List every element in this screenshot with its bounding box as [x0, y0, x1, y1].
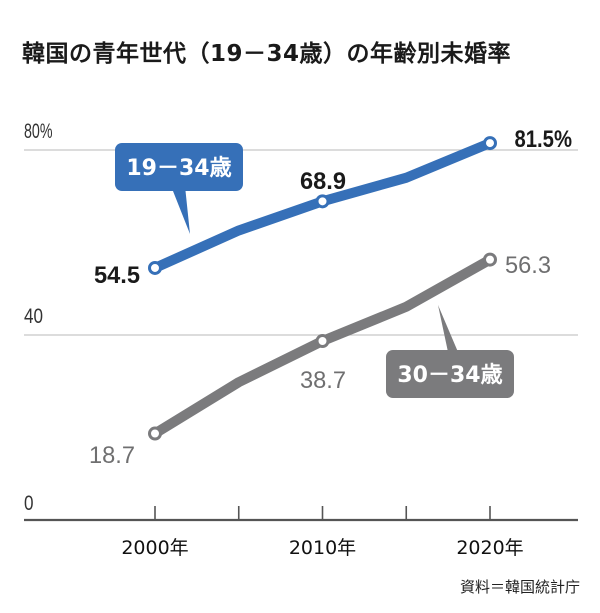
data-point: [148, 426, 162, 441]
data-point: [315, 194, 330, 209]
data-point: [483, 252, 497, 267]
data-label: 38.7: [300, 367, 346, 394]
legend-callout-gray: [386, 350, 514, 398]
data-point: [315, 334, 330, 349]
data-label: 56.3: [505, 252, 551, 279]
data-label: 81.5%: [515, 126, 573, 153]
y-tick-label: 80%: [24, 120, 53, 143]
y-tick-label: 40: [24, 305, 43, 328]
chart-title: 韓国の青年世代（19－34歳）の年齢別未婚率: [22, 41, 512, 67]
legend-callout-pointer: [438, 305, 458, 352]
legend-label-19-34: 19－34歳: [126, 156, 231, 181]
legend-callout-blue: [115, 143, 243, 191]
source-note: 資料＝韓国統計庁: [459, 578, 580, 596]
x-tick-label: 2010年: [289, 537, 356, 559]
x-tick-label: 2020年: [456, 537, 523, 559]
data-point: [148, 260, 162, 275]
data-label: 18.7: [89, 442, 135, 469]
data-label: 68.9: [300, 168, 346, 195]
legend-label-30-34: 30－34歳: [397, 363, 502, 388]
y-tick-label: 0: [24, 492, 34, 515]
data-point: [483, 136, 497, 151]
data-label: 54.5: [94, 262, 140, 289]
x-tick-label: 2000年: [121, 537, 188, 559]
legend-callout-pointer: [171, 186, 190, 234]
